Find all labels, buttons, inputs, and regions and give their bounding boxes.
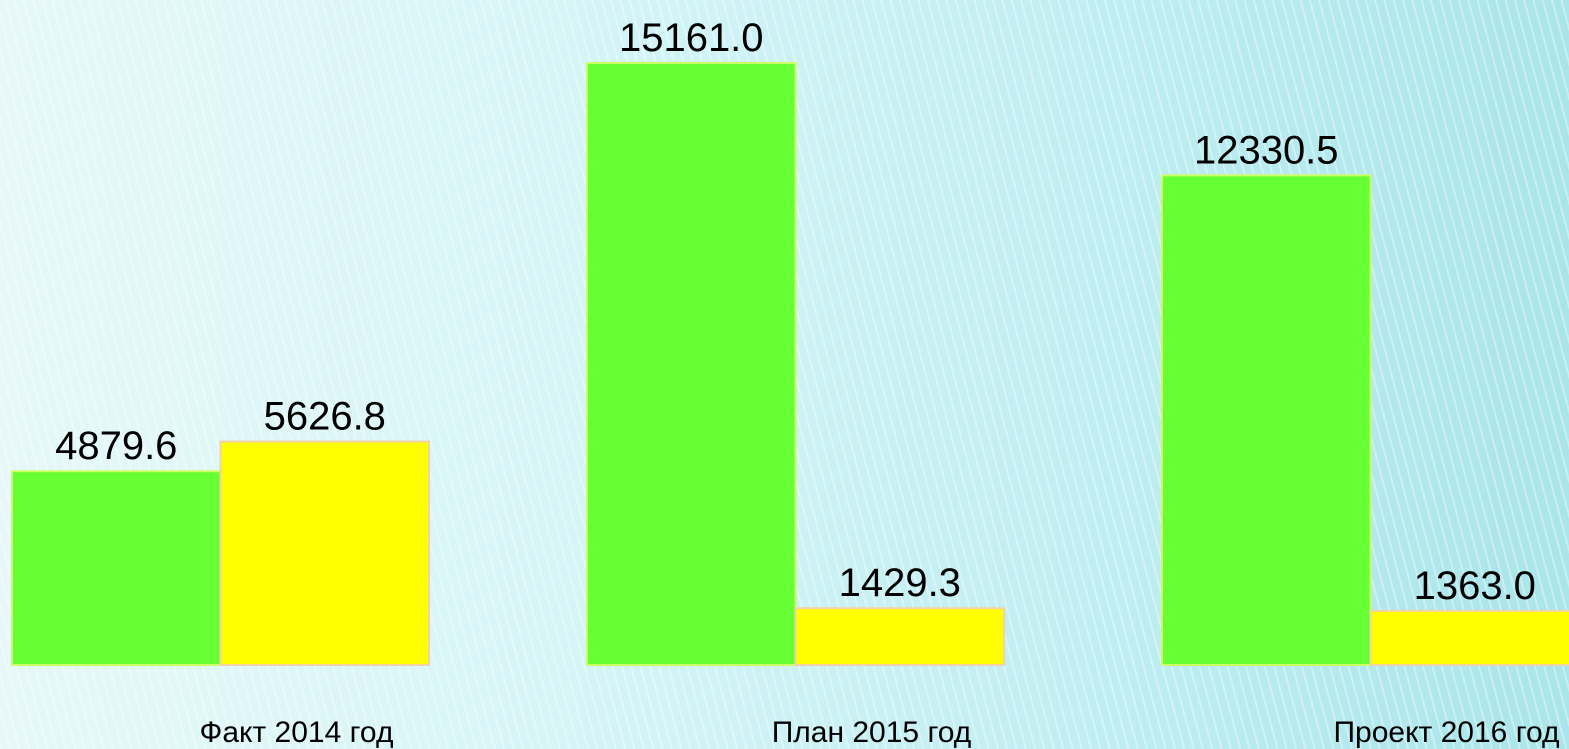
value-label: 1429.3 (839, 561, 961, 605)
value-label: 5626.8 (264, 395, 386, 439)
bar (1161, 174, 1372, 666)
category-label: Проект 2016 год (1333, 716, 1559, 749)
category-label: План 2015 год (772, 716, 972, 749)
bar (11, 470, 222, 666)
value-label: 4879.6 (55, 424, 177, 468)
value-label: 15161.0 (619, 16, 764, 60)
bar (586, 62, 797, 666)
category-label: Факт 2014 год (200, 716, 394, 749)
value-label: 12330.5 (1194, 128, 1339, 172)
bar (219, 440, 430, 666)
bar (1369, 609, 1569, 666)
value-label: 1363.0 (1414, 564, 1536, 608)
bar (794, 607, 1005, 667)
